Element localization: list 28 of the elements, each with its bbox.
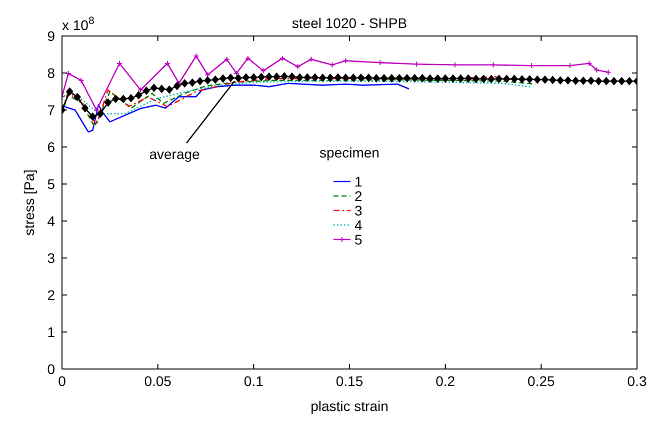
legend-label: 3 (354, 202, 362, 218)
legend-label: 2 (354, 188, 362, 204)
x-tick-label: 0.15 (336, 373, 364, 389)
x-axis-title: plastic strain (310, 398, 388, 414)
x-tick-label: 0.2 (436, 373, 456, 389)
x-tick-label: 0.3 (627, 373, 647, 389)
x-tick-label: 0.25 (528, 373, 556, 389)
y-tick-label: 0 (47, 361, 56, 377)
annotation: average (149, 146, 200, 162)
chart-title: steel 1020 - SHPB (292, 15, 408, 31)
y-tick-label: 9 (47, 28, 56, 44)
legend-label: 4 (354, 217, 362, 233)
y-tick-label: 2 (47, 287, 56, 303)
y-tick-label: 1 (47, 324, 56, 340)
x-tick-label: 0 (58, 373, 66, 389)
y-tick-label: 6 (47, 139, 56, 155)
y-tick-label: 7 (47, 102, 56, 118)
text: x 10$^{8}$ (62, 15, 94, 33)
legend-title: specimen (320, 144, 380, 160)
y-tick-label: 5 (47, 176, 56, 192)
y-tick-label: 4 (47, 213, 56, 229)
y-axis-title: stress [Pa] (21, 169, 37, 236)
x-tick-label: 0.1 (244, 373, 264, 389)
y-tick-label: 8 (47, 65, 56, 81)
legend-label: 5 (354, 232, 362, 248)
x-tick-label: 0.05 (144, 373, 172, 389)
legend-label: 1 (354, 174, 362, 190)
y-tick-label: 3 (47, 250, 56, 266)
